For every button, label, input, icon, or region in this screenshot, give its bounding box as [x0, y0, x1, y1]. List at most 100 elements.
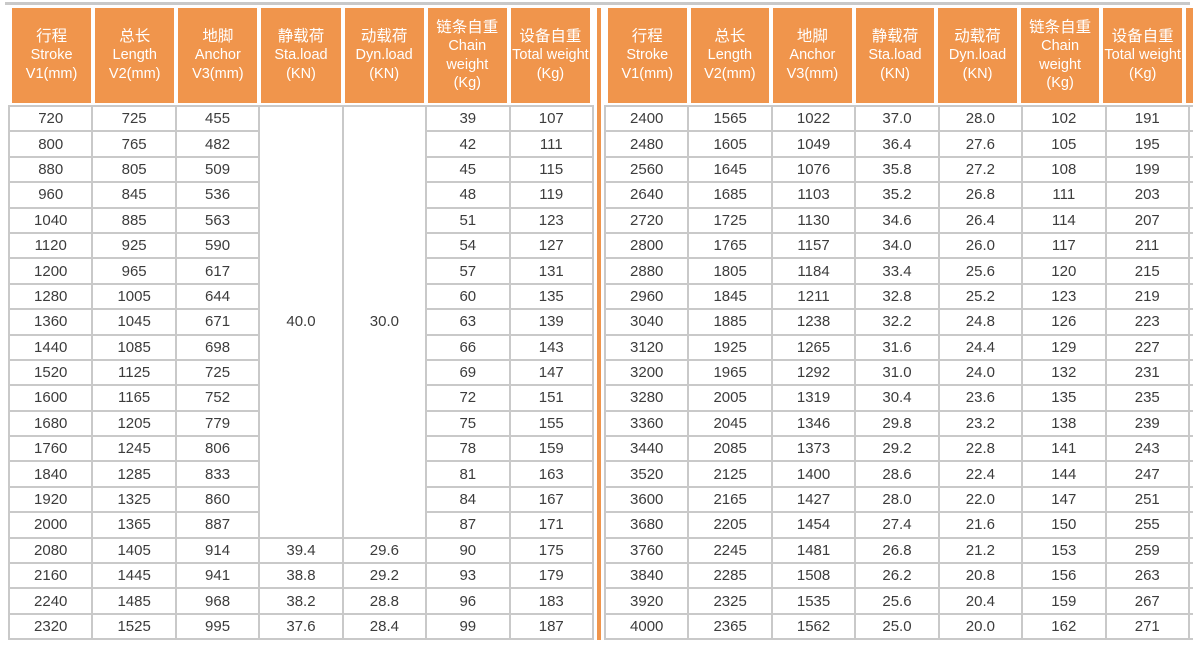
- table-cell: 1103: [770, 181, 857, 209]
- table-cell: 29.6: [341, 536, 428, 565]
- table-cell: 102: [1021, 104, 1107, 133]
- table-cell: 880: [7, 155, 94, 184]
- table-cell: 1427: [770, 485, 857, 514]
- header-en: Length: [112, 47, 157, 64]
- clipped-edge-cell: [1188, 308, 1193, 336]
- table-cell: 24.4: [937, 333, 1024, 361]
- table-row: 1680 1205 779 75 155: [7, 409, 595, 438]
- table-cell: 2320: [7, 612, 94, 641]
- table-cell: 1454: [770, 511, 857, 539]
- table-cell: 3840: [603, 562, 690, 590]
- table-cell: 115: [508, 155, 595, 184]
- table-cell: 147: [508, 358, 595, 387]
- header-cn: 静载荷: [277, 27, 325, 45]
- table-cell: 2005: [687, 384, 773, 412]
- table-cell: 267: [1104, 587, 1191, 615]
- table-row: 3600 2165 1427 28.0 22.0 147 251: [603, 485, 1193, 514]
- header-cn: 地脚: [202, 27, 234, 45]
- orange-divider: [597, 8, 601, 641]
- clipped-edge-cell: [1188, 206, 1193, 234]
- table-cell: 1805: [687, 257, 773, 285]
- table-cell: 38.8: [258, 562, 344, 590]
- table-cell: 34.6: [854, 206, 940, 234]
- table-cell: 2640: [603, 181, 690, 209]
- table-cell: 1481: [770, 536, 857, 565]
- header-unit: (Kg): [1128, 65, 1157, 82]
- table-cell: 51: [425, 206, 511, 234]
- header-unit: (KN): [369, 65, 400, 82]
- table-row: 1760 1245 806 78 159: [7, 435, 595, 463]
- table-row: 3040 1885 1238 32.2 24.8 126 223: [603, 308, 1193, 336]
- table-cell: 20.8: [937, 562, 1024, 590]
- table-cell: 3120: [603, 333, 690, 361]
- table-row: 1120 925 590 54 127: [7, 231, 595, 260]
- header-cn: 设备自重: [519, 27, 582, 45]
- table-cell: 163: [508, 460, 595, 488]
- table-cell: 3200: [603, 358, 690, 387]
- table-cell: 1130: [770, 206, 857, 234]
- table-cell: 31.6: [854, 333, 940, 361]
- column-header-dynamic-load: 动载荷 Dyn.load (KN): [344, 8, 424, 103]
- table-cell: 671: [174, 308, 261, 336]
- column-header-total-weight: 设备自重 Total weight (Kg): [1103, 8, 1182, 103]
- clipped-edge-cell: [1188, 511, 1193, 539]
- table-row: 3520 2125 1400 28.6 22.4 144 247: [603, 460, 1193, 488]
- table-cell: 223: [1104, 308, 1191, 336]
- table-cell: 117: [1021, 231, 1107, 260]
- header-cn: 设备自重: [1111, 27, 1174, 45]
- table-cell: 4000: [603, 612, 690, 641]
- table-cell: 39.4: [258, 536, 344, 565]
- table-cell: 1445: [91, 562, 177, 590]
- table-cell: 3040: [603, 308, 690, 336]
- table-cell: 1920: [7, 485, 94, 514]
- table-cell: 1645: [687, 155, 773, 184]
- header-en: Stroke: [626, 47, 669, 64]
- table-cell: 32.2: [854, 308, 940, 336]
- table-row: 1040 885 563 51 123: [7, 206, 595, 234]
- table-row: 1280 1005 644 60 135: [7, 282, 595, 311]
- table-cell: 175: [508, 536, 595, 565]
- table-cell: 1845: [687, 282, 773, 311]
- table-cell: 752: [174, 384, 261, 412]
- table-cell: 25.6: [937, 257, 1024, 285]
- table-cell: 120: [1021, 257, 1107, 285]
- table-cell: 2325: [687, 587, 773, 615]
- table-cell: 37.6: [258, 612, 344, 641]
- table-cell: 2365: [687, 612, 773, 641]
- header-en: Total weight: [1104, 47, 1181, 64]
- header-en: Anchor: [194, 47, 241, 64]
- table-cell: 90: [425, 536, 511, 565]
- table-cell: 143: [508, 333, 595, 361]
- table-cell: 1508: [770, 562, 857, 590]
- table-cell: 1405: [91, 536, 177, 565]
- header-en: Sta.load: [868, 47, 922, 64]
- table-cell: 2560: [603, 155, 690, 184]
- table-row: 960 845 536 48 119: [7, 181, 595, 209]
- table-row: 2560 1645 1076 35.8 27.2 108 199: [603, 155, 1193, 184]
- table-cell: 138: [1021, 409, 1107, 438]
- table-cell: 1373: [770, 435, 857, 463]
- header-cn: 动载荷: [954, 27, 1001, 45]
- right-header: 行程 Stroke V1(mm) 总长 Length V2(mm) 地脚 Anchor V3…: [604, 8, 1193, 103]
- header-unit: V2(mm): [704, 65, 756, 82]
- table-cell: 1085: [91, 333, 177, 361]
- header-unit: V2(mm): [108, 65, 161, 82]
- table-cell: 2125: [687, 460, 773, 488]
- table-cell: 48: [425, 181, 511, 209]
- table-cell: 231: [1104, 358, 1191, 387]
- column-header-length: 总长 Length V2(mm): [95, 8, 175, 103]
- clipped-edge-cell: [1188, 536, 1193, 565]
- table-cell: 1680: [7, 409, 94, 438]
- table-cell: 1265: [770, 333, 857, 361]
- table-cell: 2085: [687, 435, 773, 463]
- table-cell: 765: [91, 130, 177, 158]
- header-cn: 行程: [36, 27, 68, 45]
- column-header-total-weight: 设备自重 Total weight (Kg): [510, 8, 590, 103]
- table-cell: 26.8: [937, 181, 1024, 209]
- table-cell: 127: [508, 231, 595, 260]
- table-cell: 37.0: [854, 104, 940, 133]
- table-cell: 251: [1104, 485, 1191, 514]
- table-row: 2960 1845 1211 32.8 25.2 123 219: [603, 282, 1193, 311]
- table-cell: 150: [1021, 511, 1107, 539]
- table-cell: 1685: [687, 181, 773, 209]
